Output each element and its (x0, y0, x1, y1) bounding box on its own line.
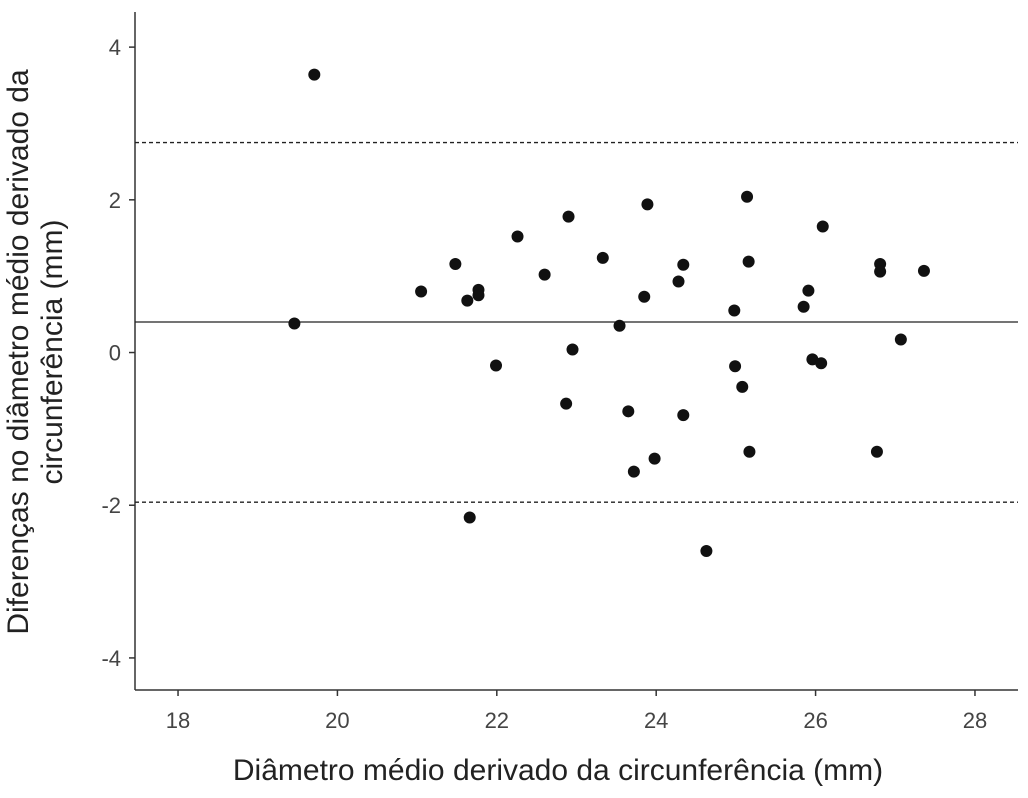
point (463, 511, 476, 524)
point (741, 190, 754, 203)
point (728, 304, 741, 317)
point (638, 290, 651, 303)
point (613, 319, 626, 332)
x-axis-title: Diâmetro médio derivado da circunferênci… (233, 754, 883, 787)
y-tick-label: 2 (109, 188, 121, 213)
point (672, 275, 685, 288)
point (736, 380, 749, 393)
x-tick-label: 24 (644, 708, 668, 733)
y-tick-label: -4 (101, 646, 121, 671)
y-tick-label: -2 (101, 493, 121, 518)
point (677, 409, 690, 422)
point (461, 294, 474, 307)
point (894, 333, 907, 346)
point (622, 405, 635, 418)
point (743, 445, 756, 458)
point (729, 360, 742, 373)
point (472, 289, 485, 302)
point (560, 397, 573, 410)
point (415, 285, 428, 298)
x-tick-label: 20 (325, 708, 349, 733)
point (917, 264, 930, 277)
point (566, 343, 579, 356)
y-tick-label: 0 (109, 341, 121, 366)
point (870, 445, 883, 458)
x-tick-label: 18 (166, 708, 190, 733)
point (816, 220, 829, 233)
point (648, 452, 661, 465)
point (490, 359, 503, 372)
point (874, 265, 887, 278)
point (802, 284, 815, 297)
x-tick-label: 28 (963, 708, 987, 733)
point (562, 210, 575, 223)
x-tick-label: 22 (485, 708, 509, 733)
point (742, 255, 755, 268)
point (815, 357, 828, 370)
point (677, 258, 690, 271)
x-tick-label: 26 (803, 708, 827, 733)
point (308, 68, 321, 81)
point (627, 465, 640, 478)
point (449, 257, 462, 270)
y-axis-title: Diferenças no diâmetro médio derivado da (2, 69, 35, 635)
point (288, 317, 301, 330)
point (511, 230, 524, 243)
y-tick-label: 4 (109, 35, 121, 60)
point (641, 198, 654, 211)
point (538, 268, 551, 281)
y-axis-title: circunferência (mm) (36, 219, 69, 484)
point (700, 545, 713, 558)
point (797, 300, 810, 313)
point (596, 251, 609, 264)
